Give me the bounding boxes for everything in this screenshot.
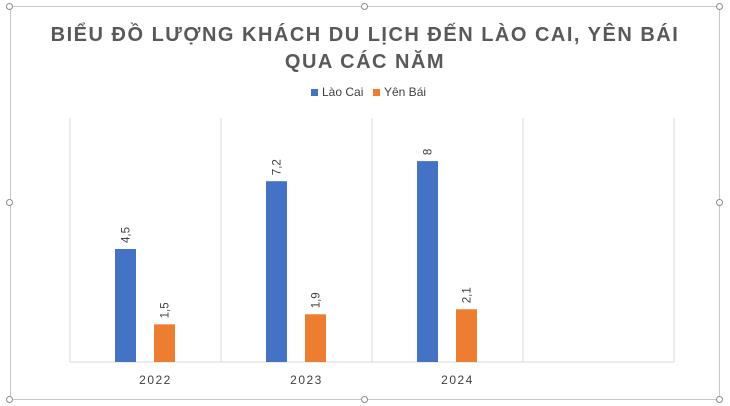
plot-area: 4,5 1,5 2022 7,2 1,9 2023 8 2,1 2024 (69, 118, 675, 387)
data-label: 8 (423, 149, 435, 155)
bar-yen-bai-2022[interactable] (154, 324, 175, 362)
data-label: 7,2 (272, 159, 284, 175)
legend-label: Yên Bái (384, 85, 426, 99)
bar-yen-bai-2023[interactable] (305, 314, 326, 362)
resize-handle-bottom-right[interactable] (716, 396, 723, 403)
bar-yen-bai-2024[interactable] (456, 309, 477, 362)
resize-handle-top-center[interactable] (361, 3, 368, 10)
x-tick-label: 2022 (139, 373, 172, 387)
resize-handle-bottom-center[interactable] (361, 396, 368, 403)
chart-title-line-2: QUA CÁC NĂM (285, 50, 445, 73)
chart-legend: Lào Cai Yên Bái (311, 85, 426, 99)
x-tick-label: 2023 (290, 373, 323, 387)
bar-lao-cai-2024[interactable] (417, 161, 438, 362)
bar-lao-cai-2023[interactable] (266, 181, 287, 362)
data-label: 1,5 (160, 302, 172, 318)
resize-handle-bottom-left[interactable] (6, 396, 13, 403)
legend-swatch (311, 89, 318, 96)
x-tick-label: 2024 (441, 373, 474, 387)
legend-swatch (373, 89, 380, 96)
data-label: 1,9 (311, 292, 323, 308)
chart-title-line-1: BIỂU ĐỒ LƯỢNG KHÁCH DU LỊCH ĐẾN LÀO CAI,… (51, 22, 680, 46)
resize-handle-top-left[interactable] (6, 3, 13, 10)
resize-handle-middle-left[interactable] (6, 199, 13, 206)
legend-label: Lào Cai (322, 85, 363, 99)
resize-handle-top-right[interactable] (716, 3, 723, 10)
resize-handle-middle-right[interactable] (716, 199, 723, 206)
data-label: 4,5 (121, 227, 133, 243)
data-label: 2,1 (462, 287, 474, 303)
bar-lao-cai-2022[interactable] (115, 249, 136, 362)
